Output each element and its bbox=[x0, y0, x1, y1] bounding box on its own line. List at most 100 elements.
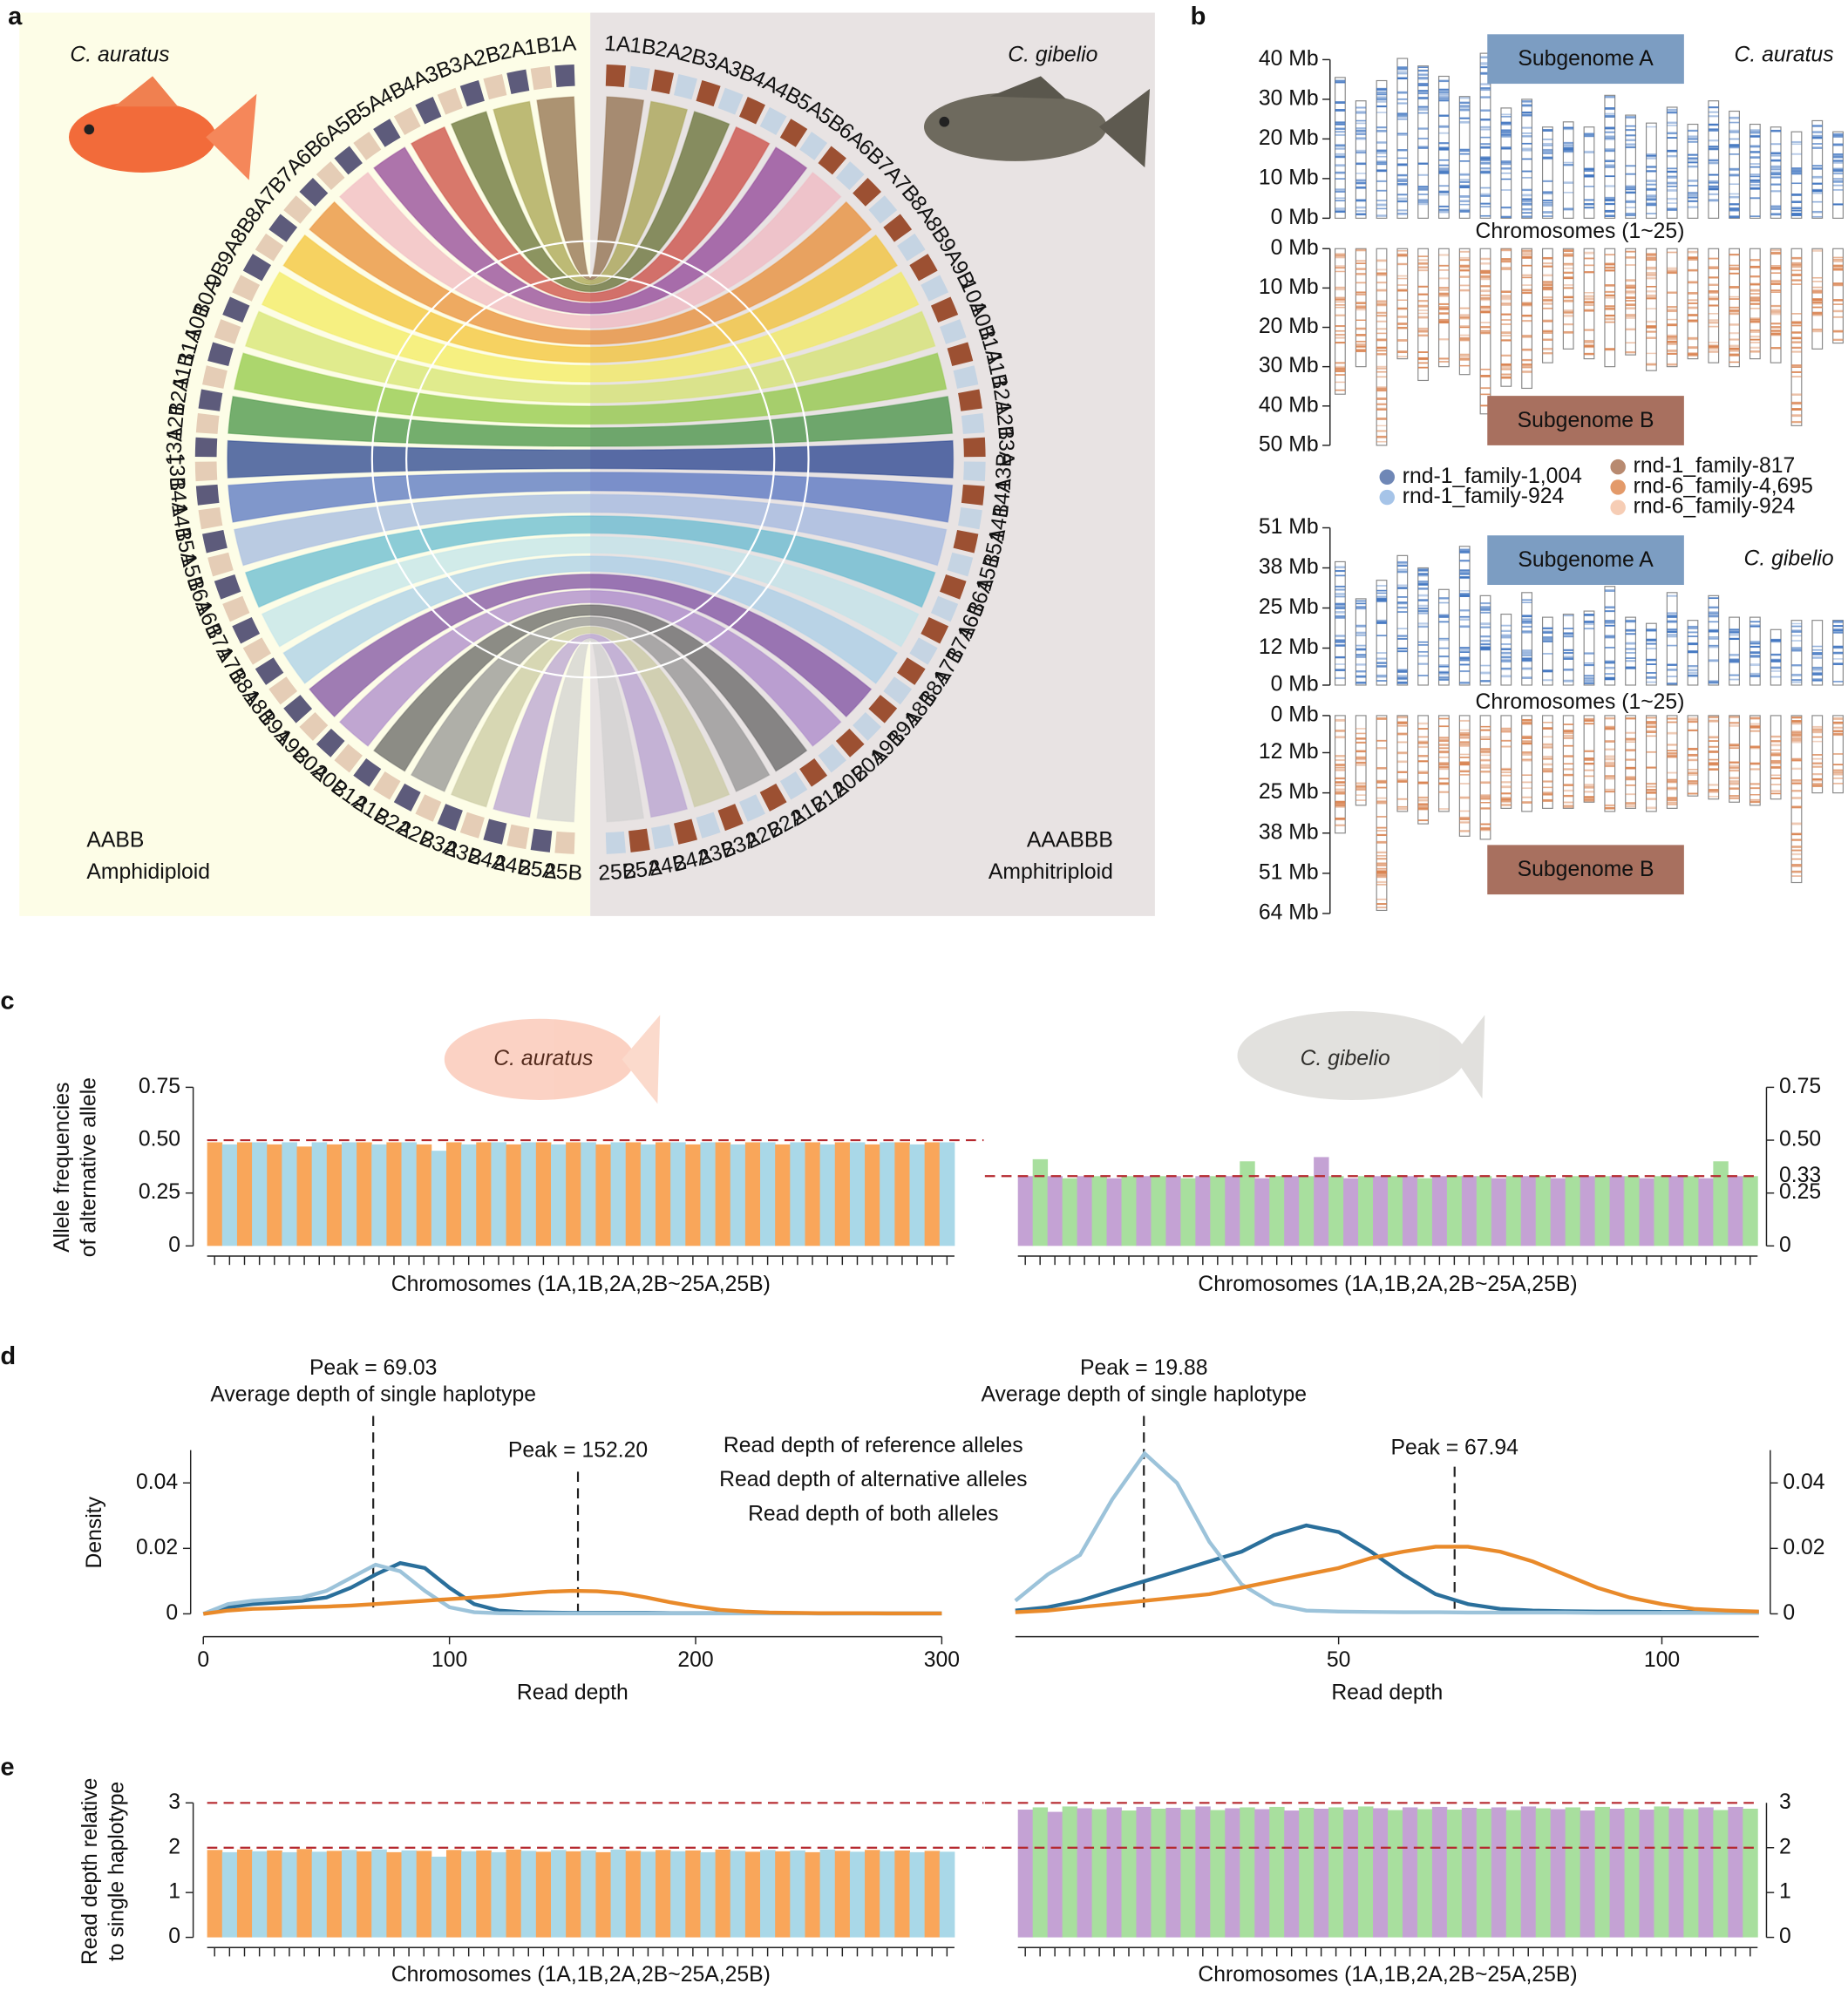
ring-segment bbox=[961, 413, 985, 434]
legend-label: rnd-1_family-817 bbox=[1634, 454, 1796, 478]
panel-label: e bbox=[0, 1754, 14, 1782]
chromosome bbox=[1770, 715, 1782, 800]
bar bbox=[207, 1142, 223, 1246]
bar bbox=[311, 1142, 328, 1246]
bar bbox=[357, 1142, 372, 1246]
ring-segment bbox=[835, 161, 865, 190]
bar bbox=[401, 1850, 418, 1938]
x-axis-label: Chromosomes (1A,1B,2A,2B~25A,25B) bbox=[391, 1963, 771, 1987]
chromosome bbox=[1790, 131, 1803, 219]
bar bbox=[1639, 1178, 1654, 1246]
chromosome-label: 14B bbox=[985, 502, 1014, 544]
x-axis-label: Read depth bbox=[517, 1681, 628, 1705]
y-tick-label: 12 Mb bbox=[1259, 635, 1319, 659]
bar bbox=[819, 1144, 836, 1246]
bar bbox=[1387, 1176, 1403, 1246]
y-tick-label: 0.25 bbox=[139, 1180, 180, 1204]
chromosome-label: 1A bbox=[549, 31, 577, 57]
chromosome bbox=[1335, 715, 1346, 834]
reference-label: 0.50 bbox=[139, 1128, 180, 1151]
chromosome bbox=[1521, 248, 1532, 390]
y-axis-label: Density bbox=[83, 1496, 106, 1568]
y-tick-label: 20 Mb bbox=[1259, 315, 1319, 338]
bar bbox=[1624, 1176, 1640, 1246]
link bbox=[373, 604, 808, 772]
y-tick-label: 1 bbox=[168, 1880, 180, 1904]
link bbox=[536, 638, 645, 823]
ring-segment bbox=[283, 195, 313, 224]
ring-segment bbox=[459, 812, 485, 839]
bar bbox=[520, 1851, 537, 1938]
ring-segment bbox=[958, 389, 982, 411]
bar bbox=[715, 1142, 731, 1246]
bar bbox=[715, 1849, 731, 1938]
bar bbox=[267, 1850, 282, 1938]
chromosome bbox=[1666, 106, 1678, 219]
gibel-carp-faded bbox=[1237, 1011, 1485, 1100]
chromosome-label: 25B bbox=[543, 859, 583, 886]
bar bbox=[1254, 1809, 1270, 1938]
bar bbox=[1077, 1808, 1093, 1938]
bar bbox=[1520, 1806, 1537, 1938]
bar bbox=[1639, 1810, 1654, 1938]
bar bbox=[1668, 1176, 1684, 1246]
chromosome-label: 14B bbox=[166, 502, 195, 544]
species-name: C. gibelio bbox=[1743, 547, 1833, 570]
x-axis-label: Read depth bbox=[1331, 1681, 1443, 1705]
ring-segment bbox=[953, 365, 979, 389]
bar bbox=[386, 1142, 402, 1246]
link bbox=[261, 536, 920, 648]
ring-segment bbox=[947, 552, 974, 577]
chromosome bbox=[1562, 715, 1574, 809]
y-tick-label: 0.25 bbox=[1779, 1180, 1821, 1204]
ring-segment bbox=[554, 64, 575, 87]
chromosome bbox=[1417, 715, 1430, 825]
ring-segment bbox=[883, 676, 913, 705]
legend-label: Read depth of reference alleles bbox=[724, 1434, 1023, 1457]
bar bbox=[252, 1142, 268, 1246]
bar bbox=[520, 1142, 537, 1246]
chromosome bbox=[1708, 594, 1720, 686]
ploidy-label: AABB bbox=[86, 829, 144, 852]
bar bbox=[1431, 1806, 1448, 1938]
chromosome bbox=[1625, 248, 1636, 356]
ring-segment bbox=[194, 461, 218, 482]
y-tick-label: 0 Mb bbox=[1271, 703, 1319, 726]
x-axis-label: Chromosomes (1A,1B,2A,2B~25A,25B) bbox=[1198, 1273, 1577, 1296]
y-tick-label: 25 Mb bbox=[1259, 780, 1319, 804]
bar bbox=[1314, 1157, 1329, 1246]
bar bbox=[1195, 1806, 1211, 1938]
y-tick-label: 10 Mb bbox=[1259, 275, 1319, 299]
y-tick-label: 0.02 bbox=[136, 1536, 178, 1559]
ring-segment bbox=[242, 254, 272, 282]
fish-tail bbox=[206, 93, 257, 180]
ring-segment bbox=[268, 214, 298, 242]
ring-segment bbox=[334, 744, 363, 773]
chromosome bbox=[1625, 715, 1636, 809]
y-tick-label: 12 Mb bbox=[1259, 740, 1319, 764]
ring-segment bbox=[605, 831, 626, 854]
ring-segment bbox=[651, 824, 675, 850]
bar bbox=[1609, 1176, 1625, 1246]
bar bbox=[296, 1849, 313, 1938]
bar bbox=[924, 1142, 941, 1246]
bar bbox=[790, 1142, 805, 1246]
peak-annotation: Average depth of single haplotype bbox=[981, 1383, 1307, 1407]
chromosome bbox=[1458, 546, 1471, 686]
chromosome bbox=[1521, 715, 1532, 812]
bar bbox=[1683, 1809, 1699, 1938]
bar bbox=[282, 1142, 297, 1246]
bar bbox=[894, 1142, 910, 1246]
chromosome bbox=[1355, 598, 1367, 686]
chromosome bbox=[1729, 715, 1740, 803]
peak-annotation: Average depth of single haplotype bbox=[210, 1383, 536, 1407]
bar bbox=[1180, 1810, 1196, 1938]
bar bbox=[341, 1142, 357, 1246]
bar bbox=[1476, 1808, 1492, 1938]
ring-segment bbox=[207, 552, 234, 577]
bar bbox=[1520, 1176, 1537, 1246]
ring-segment bbox=[415, 794, 442, 822]
ring-segment bbox=[437, 804, 463, 832]
y-tick-label: 0 bbox=[1779, 1233, 1791, 1257]
bar bbox=[236, 1849, 253, 1938]
